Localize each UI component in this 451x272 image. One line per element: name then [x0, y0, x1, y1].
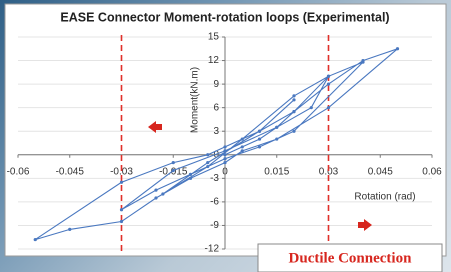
data-point	[327, 83, 330, 86]
x-tick-label: -0.045	[56, 166, 85, 177]
data-point	[206, 153, 209, 156]
data-point	[292, 94, 295, 97]
x-axis-label: Rotation (rad)	[354, 191, 415, 202]
x-tick-label: -0.06	[7, 166, 30, 177]
data-point	[258, 145, 261, 148]
annotation: Ductile Connection	[289, 250, 413, 266]
data-point	[275, 126, 278, 129]
data-point	[396, 47, 399, 50]
data-point	[120, 181, 123, 184]
data-point	[241, 145, 244, 148]
data-point	[327, 75, 330, 78]
data-point	[292, 110, 295, 113]
data-point	[206, 161, 209, 164]
y-tick-label: 15	[208, 32, 220, 43]
data-point	[327, 106, 330, 109]
data-point	[258, 137, 261, 140]
y-tick-label: -6	[210, 197, 219, 208]
data-point	[161, 192, 164, 195]
y-tick-label: -12	[205, 244, 220, 255]
data-point	[223, 149, 226, 152]
data-point	[172, 169, 175, 172]
data-point	[223, 145, 226, 148]
data-point	[120, 220, 123, 223]
y-axis-label: Moment(kN.m)	[190, 67, 201, 133]
data-point	[241, 149, 244, 152]
data-point	[292, 98, 295, 101]
data-point	[154, 189, 157, 192]
data-point	[154, 196, 157, 199]
y-tick-label: 3	[213, 126, 219, 137]
data-point	[258, 130, 261, 133]
data-point	[241, 137, 244, 140]
chart-title: EASE Connector Moment-rotation loops (Ex…	[60, 10, 389, 24]
y-tick-label: -3	[210, 173, 219, 184]
data-point	[223, 153, 226, 156]
y-tick-label: 9	[213, 79, 219, 90]
y-tick-label: 12	[208, 55, 220, 66]
data-point	[310, 106, 313, 109]
data-point	[292, 130, 295, 133]
data-point	[361, 61, 364, 64]
y-tick-label: -9	[210, 220, 219, 231]
chart: EASE Connector Moment-rotation loops (Ex…	[0, 0, 451, 272]
data-point	[206, 165, 209, 168]
x-tick-label: 0.06	[422, 166, 442, 177]
data-point	[172, 161, 175, 164]
data-point	[223, 157, 226, 160]
data-point	[189, 173, 192, 176]
data-point	[223, 161, 226, 164]
data-point	[275, 137, 278, 140]
x-tick-label: 0.045	[368, 166, 393, 177]
y-tick-label: 6	[213, 102, 219, 113]
data-point	[189, 177, 192, 180]
x-tick-label: 0.015	[264, 166, 289, 177]
data-point	[34, 238, 37, 241]
data-point	[68, 228, 71, 231]
data-point	[120, 208, 123, 211]
